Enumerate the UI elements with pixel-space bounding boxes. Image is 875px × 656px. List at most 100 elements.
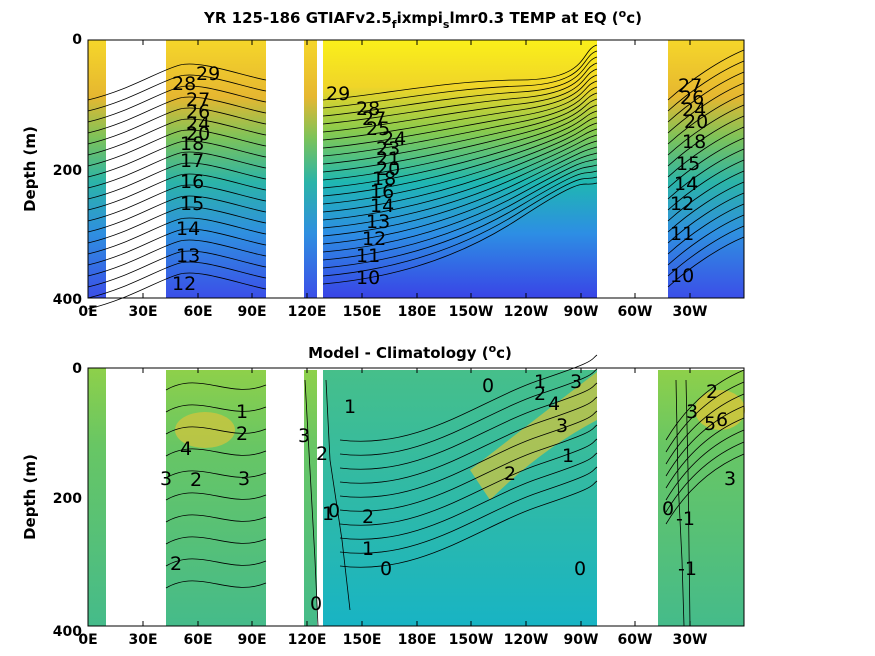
contour-label: 11 <box>670 223 694 245</box>
top-field-atlantic <box>668 40 744 298</box>
contour-label: 27 <box>186 89 210 111</box>
contour-label: 1 <box>344 396 356 418</box>
bottom-axes-frame <box>87 367 745 627</box>
bottom-field-indian <box>166 370 266 626</box>
contour-label: 21 <box>376 148 400 170</box>
contour-line <box>322 122 598 205</box>
contour-line <box>165 404 267 413</box>
contour-label: 26 <box>186 101 210 123</box>
bottom-y-axis-label: Depth (m) <box>21 454 39 540</box>
x-tick-label: 90W <box>564 632 599 648</box>
contour-line <box>665 369 745 441</box>
contour-line <box>667 115 745 167</box>
x-tick-label: 150W <box>449 304 494 320</box>
contour-line <box>322 110 598 189</box>
contour-label: 2 <box>706 381 718 403</box>
contour-label: 3 <box>238 468 250 490</box>
contour-line <box>667 214 745 266</box>
contour-line <box>165 448 267 457</box>
contour-label: 12 <box>172 273 196 295</box>
contour-label: 0 <box>310 593 322 615</box>
y-tick-label: 0 <box>72 361 82 377</box>
contour-label: 10 <box>670 265 694 287</box>
contour-label: 0 <box>328 500 340 522</box>
contour-label: 3 <box>556 415 568 437</box>
contour-line <box>665 381 745 453</box>
contour-line <box>675 379 685 627</box>
contour-line <box>165 470 267 479</box>
contour-label: 18 <box>682 131 706 153</box>
contour-label: 14 <box>370 195 394 217</box>
contour-label: 2 <box>362 506 374 528</box>
contour-line <box>667 148 745 200</box>
contour-line <box>322 80 598 149</box>
contour-label: 15 <box>676 153 700 175</box>
bottom-field-africa <box>88 368 106 626</box>
contour-line <box>87 162 267 200</box>
bottom-warm-anomaly <box>175 412 235 448</box>
top-contour-labels: 29 28 27 26 24 20 18 17 16 15 14 13 12 2… <box>172 63 708 295</box>
contour-line <box>322 152 598 245</box>
contour-line <box>87 239 267 277</box>
contour-label: 18 <box>180 133 204 155</box>
contour-line <box>667 137 745 189</box>
x-tick-label: 180E <box>398 304 437 320</box>
contour-label: 4 <box>548 393 560 415</box>
x-tick-label: 120E <box>288 632 327 648</box>
contour-label: 25 <box>366 118 390 140</box>
bottom-warm-anomaly <box>695 390 745 430</box>
contour-label: 2 <box>236 423 248 445</box>
contour-line <box>322 44 598 101</box>
contour-label: 2 <box>504 463 516 485</box>
contour-line <box>322 86 598 157</box>
x-tick-label: 30W <box>673 304 708 320</box>
contour-line <box>87 184 267 222</box>
x-tick-label: 60W <box>618 304 653 320</box>
contour-line <box>322 116 598 197</box>
x-tick-label: 0E <box>78 304 97 320</box>
x-tick-label: 150E <box>343 632 382 648</box>
contour-line <box>667 170 745 222</box>
contour-label: 11 <box>356 245 380 267</box>
contour-label: 2 <box>316 443 328 465</box>
contour-line <box>87 206 267 244</box>
contour-line <box>304 379 319 627</box>
contour-line <box>322 182 598 285</box>
contour-label: -1 <box>676 508 695 530</box>
contour-line <box>322 104 598 181</box>
contour-line <box>322 50 598 109</box>
contour-line <box>339 410 598 498</box>
contour-label: 12 <box>362 228 386 250</box>
contour-line <box>165 426 267 435</box>
contour-label: 26 <box>680 87 704 109</box>
contour-line <box>322 98 598 173</box>
x-tick-label: 120W <box>504 304 549 320</box>
contour-line <box>165 382 267 391</box>
bottom-contours <box>165 354 745 627</box>
contour-line <box>339 424 598 512</box>
contour-line <box>87 228 267 266</box>
contour-label: 3 <box>570 371 582 393</box>
contour-label: 16 <box>370 181 394 203</box>
contour-line <box>87 173 267 211</box>
contour-line <box>165 492 267 501</box>
contour-line <box>87 118 267 156</box>
contour-line <box>165 514 267 523</box>
x-tick-label: 60E <box>183 304 212 320</box>
contour-line <box>87 63 267 101</box>
bottom-warm-anomaly <box>470 372 597 500</box>
contour-line <box>339 368 598 456</box>
contour-line <box>322 146 598 237</box>
contour-line <box>87 151 267 189</box>
x-tick-label: 60W <box>618 632 653 648</box>
contour-label: 20 <box>684 111 708 133</box>
bottom-title: Model - Climatology (oc) <box>308 342 512 362</box>
contour-label: 10 <box>356 267 380 289</box>
contour-line <box>165 558 267 567</box>
bottom-contour-labels: 1 2 4 3 2 3 2 1 3 2 1 0 2 1 0 0 0 1 2 4 … <box>160 371 736 615</box>
contour-line <box>665 441 745 513</box>
contour-line <box>665 429 745 501</box>
contour-label: -1 <box>678 558 697 580</box>
x-tick-label: 180E <box>398 632 437 648</box>
